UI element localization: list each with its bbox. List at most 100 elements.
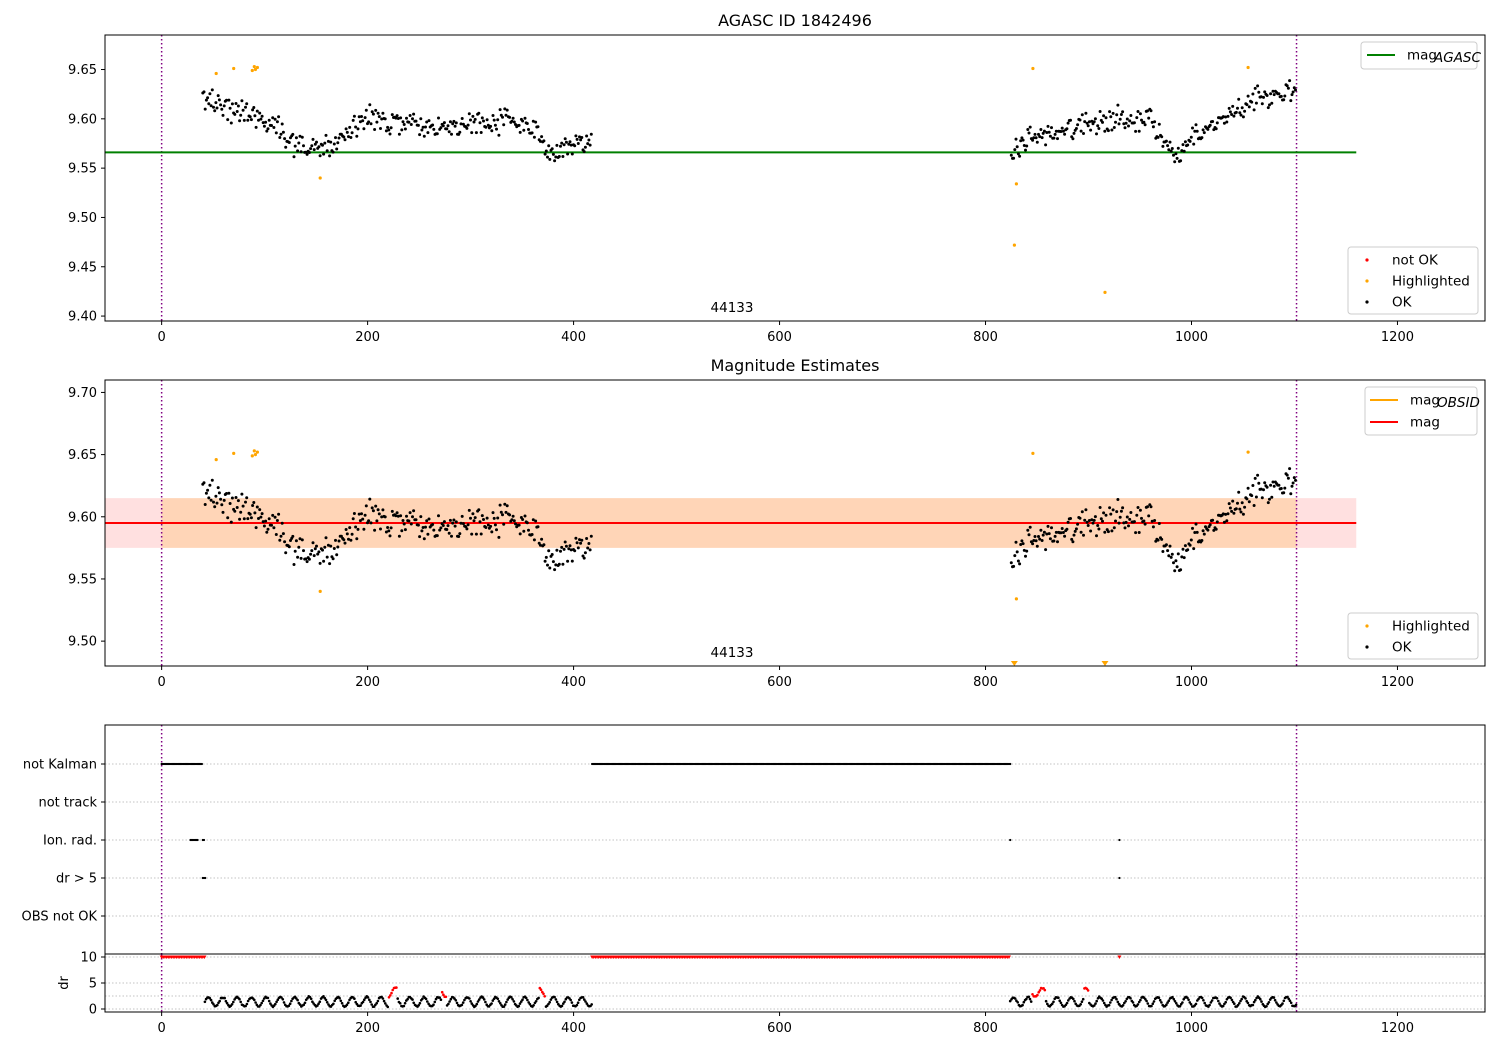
ok-point — [559, 549, 562, 553]
ok-point — [302, 144, 305, 148]
dr-point — [1052, 1000, 1055, 1004]
ok-point — [414, 119, 418, 123]
ok-point — [486, 523, 490, 527]
ok-point — [388, 132, 392, 136]
y-tick-label: 9.55 — [68, 162, 97, 177]
dr-point — [1233, 1002, 1236, 1005]
highlighted-point — [318, 589, 322, 594]
dr-point — [238, 997, 241, 1001]
ok-point — [1208, 123, 1212, 127]
ok-point — [1241, 115, 1245, 119]
highlighted-point — [1031, 66, 1035, 71]
ok-point — [566, 559, 570, 563]
ok-point — [1037, 132, 1040, 136]
dr-point — [1282, 999, 1286, 1003]
ok-point — [394, 116, 398, 120]
ok-point — [1082, 533, 1085, 537]
ok-point — [270, 124, 273, 127]
ok-point — [1225, 120, 1229, 124]
dr-point — [521, 998, 524, 1001]
agasc-magnitude-panel: AGASC ID 1842496 0 200 400 600 800 1000 1200 9.… — [68, 11, 1486, 345]
ok-point — [1015, 145, 1019, 149]
ok-point — [1095, 132, 1098, 136]
ok-point — [1102, 114, 1106, 118]
ok-point — [236, 104, 240, 108]
ok-point — [522, 128, 526, 132]
ok-point — [1076, 123, 1080, 127]
ok-point — [1127, 524, 1130, 528]
dr-point — [345, 1003, 349, 1006]
ok-point — [1038, 537, 1042, 541]
ok-point — [238, 517, 242, 521]
dr-point — [353, 997, 356, 1000]
dr-point — [537, 996, 540, 1000]
ok-point — [1110, 128, 1114, 132]
ok-point — [451, 122, 455, 126]
y-tick-label: 9.65 — [68, 63, 97, 78]
ok-point — [1153, 519, 1157, 522]
dr-point — [499, 1002, 502, 1005]
x-tick-label: 200 — [355, 675, 380, 690]
dr-point — [1208, 1003, 1211, 1007]
ok-point — [1025, 144, 1029, 148]
dr-point — [1289, 1001, 1293, 1005]
ok-point — [212, 500, 215, 504]
ok-point — [1122, 521, 1126, 525]
dr-point — [475, 1002, 479, 1006]
ok-point — [226, 516, 230, 520]
dr-point — [316, 1004, 319, 1007]
ok-point — [522, 529, 526, 533]
ok-point — [379, 527, 382, 531]
ok-point — [240, 99, 244, 103]
ok-point — [245, 496, 249, 500]
ok-point — [1110, 529, 1114, 533]
ok-point — [312, 554, 316, 558]
dr-point — [223, 996, 226, 1000]
ok-point — [1236, 501, 1239, 505]
ok-point — [491, 511, 495, 515]
ok-point — [1186, 143, 1190, 147]
ok-point — [1211, 518, 1215, 522]
ok-point — [583, 145, 587, 149]
ok-point — [502, 522, 506, 526]
ok-point — [1134, 531, 1138, 535]
ok-point — [287, 141, 291, 144]
ok-point — [1260, 496, 1264, 500]
ok-point — [1140, 118, 1143, 122]
ok-point — [1117, 521, 1121, 525]
flag-point — [1118, 876, 1121, 880]
ok-point — [1084, 508, 1088, 512]
x-tick-label: 200 — [355, 1021, 380, 1036]
agasc-panel-title: AGASC ID 1842496 — [718, 11, 872, 30]
ok-point — [395, 114, 399, 118]
ok-point — [1104, 116, 1108, 120]
dr-point — [1252, 1000, 1256, 1004]
dr-point — [1165, 1003, 1168, 1006]
dr-point — [1057, 996, 1060, 999]
ok-point — [484, 526, 488, 529]
ok-point — [563, 540, 567, 544]
ok-point — [1189, 135, 1193, 139]
dr-point — [576, 1001, 580, 1004]
dr-point — [1210, 999, 1214, 1002]
ok-point — [361, 517, 365, 521]
ok-point — [1157, 522, 1161, 525]
dr-point — [333, 999, 337, 1003]
ok-point — [1182, 149, 1186, 153]
ok-point — [1012, 156, 1016, 160]
ok-point — [1056, 137, 1059, 141]
ok-point — [1180, 149, 1184, 153]
dr-point — [1058, 999, 1061, 1002]
ok-point — [543, 559, 547, 563]
dr-point — [1093, 1004, 1096, 1007]
ok-point — [1090, 119, 1094, 123]
ok-point — [258, 508, 262, 512]
ok-point — [470, 131, 474, 135]
ok-point — [1021, 542, 1025, 546]
ok-point — [274, 131, 278, 135]
ok-point — [335, 553, 339, 557]
ok-point — [1034, 136, 1038, 140]
y-tick-label: 9.70 — [68, 386, 97, 401]
ok-point — [511, 116, 515, 120]
